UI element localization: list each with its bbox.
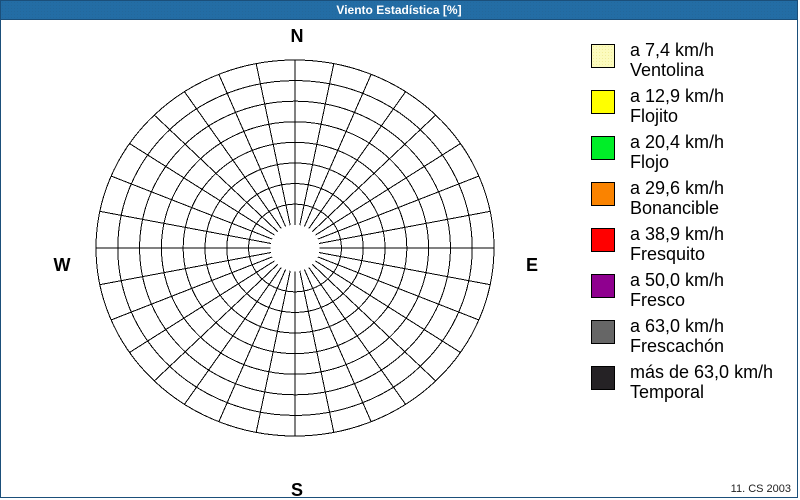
svg-text:W: W <box>54 255 71 275</box>
svg-text:N: N <box>291 26 304 46</box>
svg-text:S: S <box>291 480 303 499</box>
svg-text:E: E <box>526 255 538 275</box>
